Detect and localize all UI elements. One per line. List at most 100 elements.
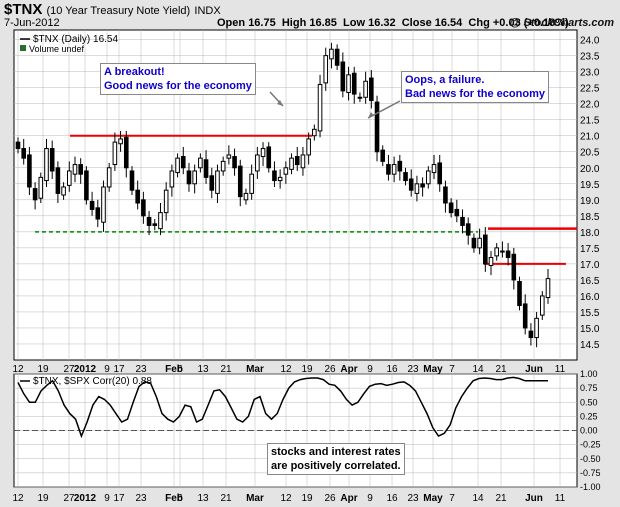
price-tick-label: 22.0 [580,100,600,111]
candle-body [192,170,197,185]
candle-body [277,176,283,182]
legend-volume-label: Volume undef [29,44,85,54]
price-tick-label: 16.5 [580,276,600,287]
candle-body [511,253,517,281]
corr-tick-label: 1.00 [580,369,598,379]
candle-body [528,330,534,339]
candle-body [312,128,317,137]
price-x-tick-label: Jun [525,364,543,375]
corr-x-tick-label: 19 [37,493,49,504]
candle-body [272,170,277,182]
legend-price-label: $TNX (Daily) 16.54 [33,34,118,45]
candle-body [209,175,215,191]
candle-body [186,170,192,185]
candle-body [414,183,420,194]
correlation-series [17,376,548,439]
candle-body [517,281,522,307]
price-tick-label: 15.5 [580,308,600,319]
candle-body [255,154,260,172]
price-x-tick-label: Apr [340,364,357,375]
candle-body [66,170,72,186]
corr-x-tick-label: 23 [407,493,419,504]
candle-body [448,202,454,214]
candle-body [437,162,443,185]
candle-body [408,178,414,191]
price-tick-label: 20.0 [580,164,600,175]
candle-body [180,156,186,169]
candle-body [78,164,83,175]
candle-body [61,186,66,196]
candle-body [135,189,140,204]
candle-body [146,216,152,226]
price-tick-label: 23.0 [580,68,600,79]
correlation-line [17,376,548,439]
corr-x-tick-label: 23 [135,493,147,504]
candle-body [84,170,89,201]
candle-body [374,101,380,153]
high-value: 16.85 [309,17,337,29]
corr-tick-label: 0.00 [580,426,598,436]
candle-body [540,295,545,316]
corr-x-tick-label: 12 [12,493,24,504]
price-axis: 14.5 15.0 15.5 16.0 16.5 17.0 17.5 18.0 18.5 19.0… [580,36,600,351]
candle-body [112,141,118,166]
candle-body [163,189,169,214]
candle-body [363,80,368,98]
candle-body [334,48,340,66]
arrow-head-breakout [277,100,283,106]
corr-x-tick-label: Feb [165,493,183,504]
candle-body [488,256,494,266]
low-value: 16.32 [368,17,396,29]
corr-x-tick-label: May [423,493,443,504]
candle-body [203,159,209,178]
corr-x-tick-label: 9 [367,493,373,504]
corr-x-tick-label: 6 [177,493,183,504]
corr-x-tick-label: 27 [63,493,75,504]
candle-body [380,149,386,162]
corr-x-tick-label: 13 [197,493,209,504]
candle-body [226,154,232,159]
corr-x-tick-label: Mar [246,493,264,504]
note-line-2: are positively correlated. [271,460,401,472]
candle-body [215,170,220,194]
close-value: 16.54 [434,17,463,29]
candle-body [72,164,78,175]
chart-title: $TNX (10 Year Treasury Note Yield) INDX [4,1,221,18]
open-label: Open [217,17,246,29]
annotation-correlation-note: stocks and interest rates are positively… [267,443,405,475]
price-tick-label: 22.5 [580,84,600,95]
price-x-tick-label: 27 [63,364,75,375]
candle-body [369,77,374,101]
price-x-tick-label: 6 [177,364,183,375]
candle-body [220,160,226,172]
reference-lines [35,134,577,265]
candle-body [500,250,505,253]
annotation-breakout: A breakout! Good news for the economy [100,63,256,95]
candle-body [300,154,306,169]
candle-body [431,164,437,174]
price-x-tick-label: 26 [324,364,336,375]
open-value: 16.75 [248,17,276,29]
price-x-tick-label: 21 [220,364,232,375]
candle-body [534,317,539,339]
corr-x-tick-label: Apr [340,493,357,504]
candle-body [27,154,32,188]
candle-body [38,176,44,199]
corr-x-tick-label: 2012 [74,493,97,504]
candle-body [420,183,425,188]
candle-body [266,146,272,169]
candle-body [15,141,21,150]
price-x-tick-label: 12 [280,364,292,375]
corr-x-tick-label: 17 [113,493,125,504]
corr-x-tick-label: 11 [555,493,566,504]
price-tick-label: 17.0 [580,260,600,271]
price-x-tick-label: Mar [246,364,264,375]
corr-x-tick-label: 21 [220,493,232,504]
candle-body [249,173,254,194]
candle-body [465,223,471,236]
candle-body [158,212,163,230]
candle-body [340,61,346,92]
candle-body [454,208,460,217]
